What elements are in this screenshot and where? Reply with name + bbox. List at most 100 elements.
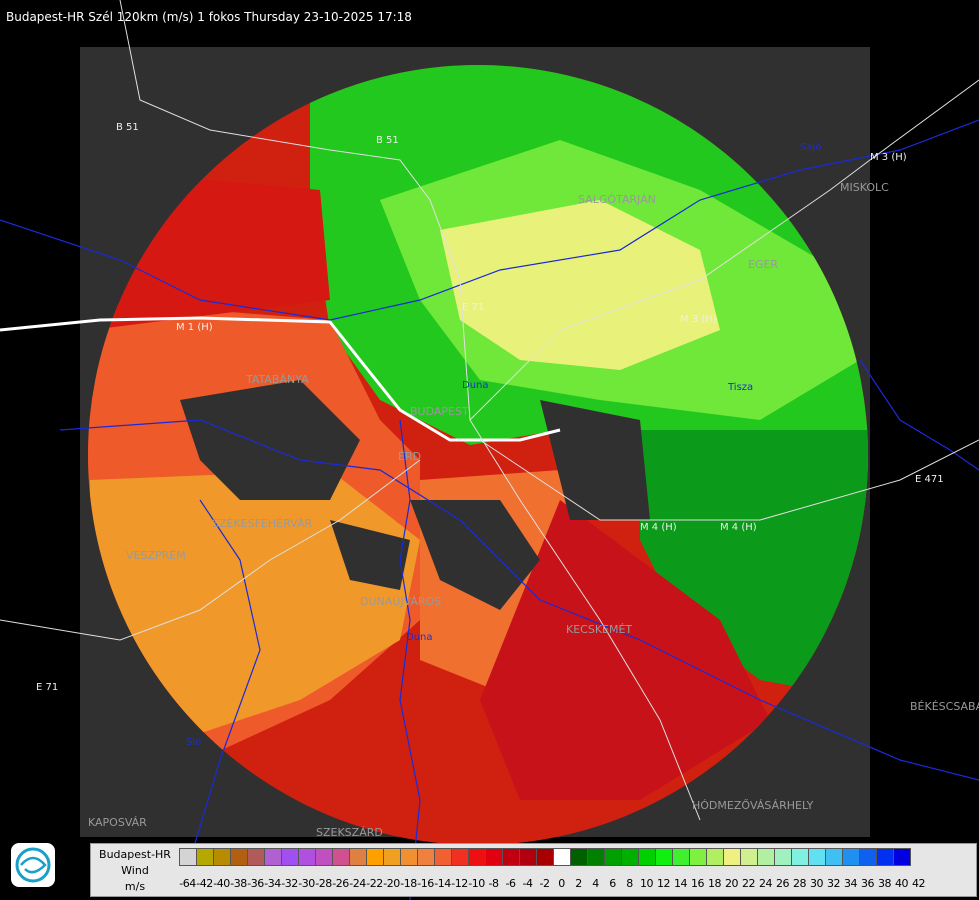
- city-label: MISKOLC: [840, 181, 889, 194]
- legend-swatch: [315, 848, 333, 866]
- legend-swatch: [468, 848, 486, 866]
- legend-swatch: [740, 848, 758, 866]
- legend-tick-label: 36: [861, 877, 875, 890]
- legend-tick-label: 8: [626, 877, 633, 890]
- legend-swatch: [247, 848, 265, 866]
- city-label: BÉKÉSCSABA: [910, 700, 979, 713]
- legend-tick-label: -12: [451, 877, 468, 890]
- road-label: B 51: [116, 122, 139, 133]
- legend-tick-label: 30: [810, 877, 824, 890]
- city-label: SZEKSZÁRD: [316, 826, 383, 839]
- legend-swatch: [876, 848, 894, 866]
- legend-swatch: [723, 848, 741, 866]
- legend-swatch: [570, 848, 588, 866]
- legend-tick-label: 32: [827, 877, 841, 890]
- legend-swatch: [332, 848, 350, 866]
- legend-tick-label: 10: [640, 877, 654, 890]
- city-label: EGER: [748, 258, 778, 271]
- legend-tick-label: 26: [776, 877, 790, 890]
- legend-tick-label: -32: [281, 877, 298, 890]
- legend-tick-label: 6: [609, 877, 616, 890]
- legend-tick-label: 24: [759, 877, 773, 890]
- legend-swatch: [553, 848, 571, 866]
- city-label: SALGÓTARJÁN: [578, 193, 656, 206]
- legend-swatch: [621, 848, 639, 866]
- legend-tick-label: 34: [844, 877, 858, 890]
- river-label: Duna: [462, 380, 489, 391]
- legend-swatch: [264, 848, 282, 866]
- legend-tick-label: -14: [434, 877, 451, 890]
- legend-swatch: [672, 848, 690, 866]
- legend-swatch: [485, 848, 503, 866]
- legend-swatch: [638, 848, 656, 866]
- legend-tick-label: -16: [417, 877, 434, 890]
- legend-swatch: [366, 848, 384, 866]
- legend-tick-label: 20: [725, 877, 739, 890]
- legend-swatch: [893, 848, 911, 866]
- city-label: KECSKEMÉT: [566, 623, 632, 636]
- city-label: TATABÁNYA: [245, 373, 309, 386]
- legend-tick-label: -36: [247, 877, 264, 890]
- legend-swatch: [451, 848, 469, 866]
- legend-swatch: [706, 848, 724, 866]
- legend-unit: m/s: [124, 880, 146, 893]
- legend-tick-label: 18: [708, 877, 722, 890]
- county-lines: [0, 119, 979, 900]
- legend-tick-label: -10: [468, 877, 485, 890]
- road-label: B 51: [376, 135, 399, 146]
- legend-swatch: [655, 848, 673, 866]
- country-border: [0, 316, 561, 442]
- legend-swatch: [417, 848, 435, 866]
- river-label: Sajó: [800, 141, 821, 153]
- road-label: M 1 (H): [176, 322, 213, 333]
- city-label: VESZPRÉM: [126, 549, 186, 562]
- legend-swatch: [502, 848, 520, 866]
- legend-tick-label: -26: [332, 877, 349, 890]
- legend-swatch: [349, 848, 367, 866]
- legend-tick-label: 28: [793, 877, 807, 890]
- legend-tick-label: -28: [315, 877, 332, 890]
- legend-tick-label: 4: [592, 877, 599, 890]
- legend-tick-label: 42: [912, 877, 926, 890]
- legend-product: Wind: [121, 864, 149, 877]
- legend-swatch: [604, 848, 622, 866]
- river-label: Sió: [186, 736, 201, 748]
- legend-tick-label: -42: [196, 877, 213, 890]
- city-label: DUNAÚJVÁROS: [360, 595, 441, 608]
- legend-ticks: -64 -42 -40 -38 -36 -34 -32 -30 -28 -26 -24 -22 -20-…: [179, 877, 927, 890]
- legend-tick-label: 0: [558, 877, 565, 890]
- legend-tick-label: -64: [179, 877, 196, 890]
- city-label: HÓDMEZŐVÁSÁRHELY: [692, 798, 814, 812]
- legend-tick-label: -4: [522, 877, 533, 890]
- road-label: M 4 (H): [720, 522, 757, 533]
- legend-swatch: [825, 848, 843, 866]
- legend-swatch: [281, 848, 299, 866]
- city-label: BUDAPEST: [410, 405, 469, 418]
- met-service-logo: [11, 843, 55, 887]
- wind-legend: Budapest-HR Wind m/s -64 -42 -40 -38 -36 -34-…: [90, 843, 977, 897]
- legend-tick-label: -34: [264, 877, 281, 890]
- legend-swatch: [587, 848, 605, 866]
- legend-swatch: [689, 848, 707, 866]
- legend-swatch: [434, 848, 452, 866]
- legend-tick-label: -24: [349, 877, 366, 890]
- legend-swatch: [757, 848, 775, 866]
- legend-swatch: [774, 848, 792, 866]
- legend-tick-label: -2: [539, 877, 550, 890]
- legend-tick-label: -38: [230, 877, 247, 890]
- legend-tick-label: -18: [400, 877, 417, 890]
- legend-swatch: [400, 848, 418, 866]
- road-label: M 3 (H): [680, 314, 717, 325]
- road-label: M 4 (H): [640, 522, 677, 533]
- legend-tick-label: -8: [488, 877, 499, 890]
- legend-swatch: [383, 848, 401, 866]
- map-title: Budapest-HR Szél 120km (m/s) 1 fokos Thu…: [6, 10, 412, 24]
- legend-tick-label: 14: [674, 877, 688, 890]
- legend-tick-label: 12: [657, 877, 671, 890]
- legend-swatch: [536, 848, 554, 866]
- legend-radar-name: Budapest-HR: [99, 848, 171, 861]
- river-label: Tisza: [727, 382, 753, 393]
- legend-swatch: [179, 848, 197, 866]
- legend-swatch: [808, 848, 826, 866]
- radar-disc: [88, 65, 868, 845]
